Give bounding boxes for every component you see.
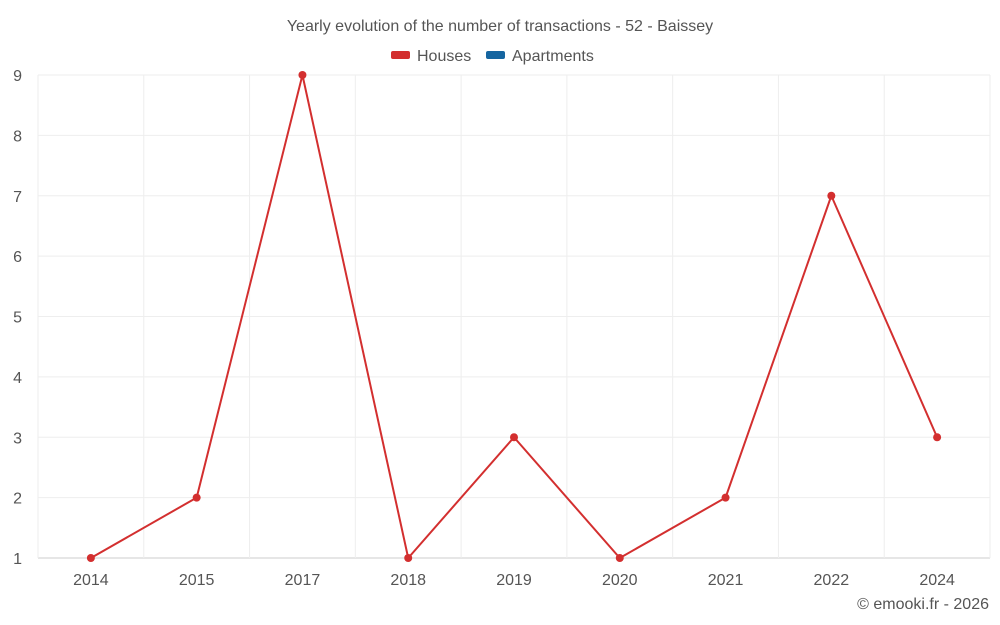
y-axis: 1 2 3 4 5 6 7 8 9 [13, 68, 22, 568]
legend-item-houses[interactable]: Houses [391, 48, 471, 65]
legend-swatch-houses [391, 51, 410, 59]
y-tick-label: 7 [13, 189, 22, 206]
data-point[interactable] [827, 191, 836, 200]
y-tick-label: 8 [13, 128, 22, 145]
data-point[interactable] [404, 554, 413, 562]
data-point[interactable] [615, 554, 624, 562]
x-tick-label: 2022 [814, 572, 850, 589]
credit: © emooki.fr - 2026 [857, 596, 989, 613]
x-tick-label: 2024 [919, 572, 955, 589]
y-tick-label: 3 [13, 430, 22, 447]
data-point[interactable] [721, 493, 730, 502]
chart-title: Yearly evolution of the number of transa… [287, 18, 713, 35]
legend-label-apartments: Apartments [512, 48, 594, 65]
plot-area [86, 71, 942, 562]
legend-label-houses: Houses [417, 48, 471, 65]
y-tick-label: 1 [13, 551, 22, 568]
x-tick-label: 2015 [179, 572, 215, 589]
legend: Houses Apartments [391, 48, 594, 65]
x-tick-label: 2017 [285, 572, 321, 589]
data-point[interactable] [192, 493, 201, 502]
x-tick-label: 2019 [496, 572, 532, 589]
x-tick-label: 2021 [708, 572, 744, 589]
y-tick-label: 6 [13, 249, 22, 266]
data-point[interactable] [298, 71, 307, 79]
x-tick-label: 2014 [73, 572, 109, 589]
grid [37, 74, 991, 559]
x-tick-label: 2020 [602, 572, 638, 589]
y-tick-label: 2 [13, 491, 22, 508]
x-axis: 2014 2015 2017 2018 2019 2020 2021 2022 2024 [73, 572, 955, 589]
y-tick-label: 4 [13, 370, 22, 387]
legend-item-apartments[interactable]: Apartments [486, 48, 594, 65]
legend-swatch-apartments [486, 51, 505, 59]
data-point[interactable] [510, 433, 518, 442]
x-tick-label: 2018 [390, 572, 426, 589]
y-tick-label: 5 [13, 310, 22, 327]
data-point[interactable] [933, 433, 942, 442]
data-point[interactable] [86, 554, 95, 562]
y-tick-label: 9 [13, 68, 22, 85]
